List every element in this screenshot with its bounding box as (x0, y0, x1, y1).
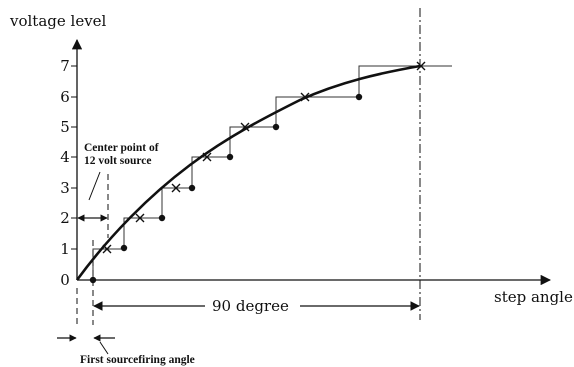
y-tick-label-1: 1 (60, 240, 70, 258)
y-tick-label-3: 3 (60, 179, 70, 197)
cross-mark (202, 152, 212, 162)
center-point-leader (88, 171, 101, 201)
center-point-label-line2: 12 volt source (84, 155, 152, 167)
firing-angle-label: First sourcefiring angle (80, 354, 195, 366)
y-tick-label-7: 7 (60, 57, 70, 75)
cross-mark (135, 213, 145, 223)
center-point-label-line1: Center point of (84, 142, 159, 154)
x-axis-label: step angle (494, 288, 573, 306)
axes (71, 38, 552, 286)
y-ticks (71, 65, 77, 250)
cross-mark (171, 183, 181, 193)
dot-mark (272, 123, 280, 131)
y-axis-label: voltage level (9, 12, 107, 30)
dot-mark (158, 214, 166, 222)
curve-crosses (102, 61, 426, 254)
cross-mark (240, 122, 250, 132)
dot-mark (355, 93, 363, 101)
y-tick-label-5: 5 (60, 118, 70, 136)
dim-90-label: 90 degree (212, 297, 289, 315)
firing-angle-leader (99, 341, 109, 355)
step-dots (89, 93, 363, 284)
y-tick-label-6: 6 (60, 88, 70, 106)
dot-mark (120, 244, 128, 252)
cross-mark (300, 92, 310, 102)
y-tick-labels: 0 1 2 3 4 5 6 7 (60, 57, 70, 289)
y-tick-label-2: 2 (60, 209, 70, 227)
cross-mark (416, 61, 426, 71)
sine-curve (75, 64, 421, 281)
dot-mark (226, 153, 234, 161)
y-tick-label-0: 0 (60, 271, 70, 289)
y-tick-label-4: 4 (60, 148, 70, 166)
dot-mark (188, 184, 196, 192)
cross-mark (102, 244, 112, 254)
staircase-waveform (92, 65, 452, 280)
